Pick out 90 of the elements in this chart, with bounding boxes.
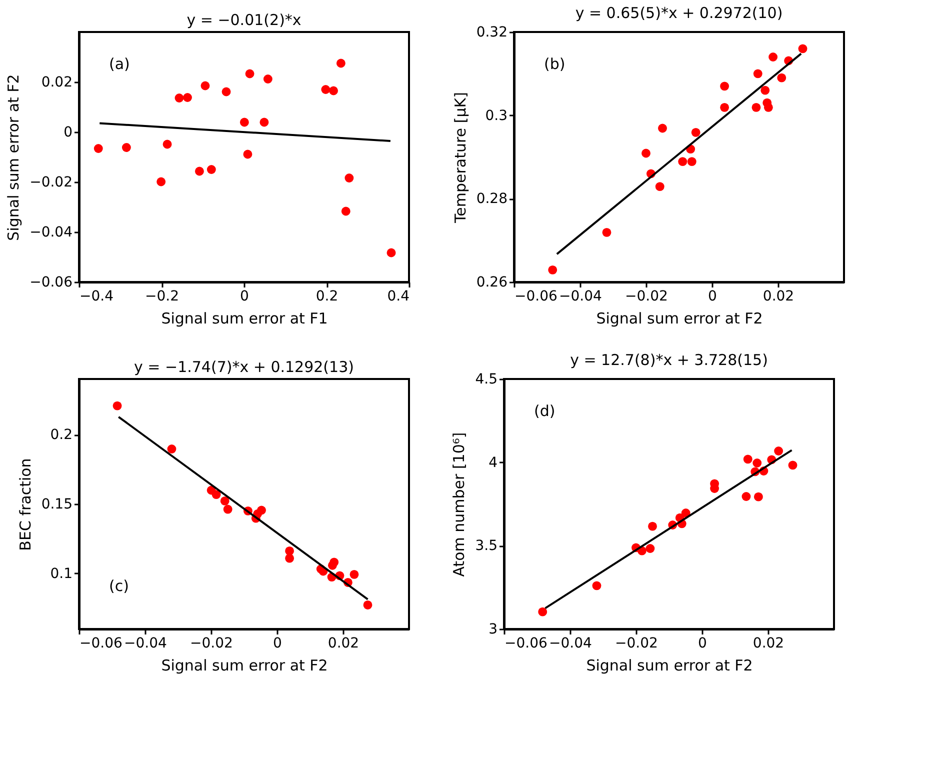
x-axis-title: Signal sum error at F2 (161, 656, 328, 674)
point (330, 558, 339, 567)
point (752, 458, 762, 468)
annotation: (b) (544, 55, 566, 73)
point (220, 496, 230, 506)
y-tick-label: 0.3 (485, 108, 508, 124)
y-tick-label: −0.02 (30, 174, 72, 190)
x-tick-label: −0.04 (124, 636, 168, 652)
x-tick-label: −0.2 (145, 288, 179, 304)
y-tick-label: 0.02 (41, 74, 72, 90)
x-tick-label: 0.02 (328, 636, 360, 652)
x-tick-label: 0 (273, 636, 282, 652)
point (691, 128, 700, 137)
point (602, 228, 612, 237)
y-tick-label: 0.28 (476, 191, 508, 208)
annotation: (a) (109, 55, 130, 73)
point (681, 508, 690, 518)
point (720, 102, 730, 112)
x-tick-label: 0 (240, 288, 249, 304)
point (285, 546, 294, 556)
annotation: (d) (534, 402, 556, 420)
point (642, 148, 650, 158)
x-tick-label: 0.02 (752, 636, 784, 652)
x-tick-label: −0.06 (80, 636, 122, 652)
x-tick-label: −0.04 (559, 288, 602, 304)
chart-title: y = 0.65(5)*x + 0.2972(10) (575, 4, 783, 22)
point (257, 506, 266, 515)
point (798, 44, 808, 54)
point (754, 492, 763, 502)
point (720, 82, 730, 91)
y-tick-label: −0.06 (30, 274, 73, 290)
point (112, 401, 122, 410)
y-axis-title: Signal sum error at F2 (4, 74, 23, 241)
y-tick-label: 0.1 (50, 566, 72, 582)
x-tick-label: −0.04 (549, 636, 592, 652)
point (788, 460, 798, 470)
point (768, 52, 778, 62)
y-tick-label: −0.04 (30, 224, 73, 240)
point (658, 124, 667, 133)
point (285, 554, 294, 563)
x-tick-label: 0.02 (762, 288, 794, 304)
point (646, 544, 655, 553)
x-axis-title: Signal sum error at F1 (161, 310, 328, 328)
point (223, 504, 232, 514)
y-axis-title: BEC fraction (16, 458, 34, 551)
point (753, 69, 762, 78)
y-tick-label: 0.26 (476, 274, 508, 290)
y-tick-label: 0.2 (50, 427, 72, 444)
point (648, 522, 657, 531)
y-tick-label: 0 (64, 124, 72, 140)
x-tick-label: 0.2 (316, 288, 338, 304)
point (363, 600, 372, 610)
point (774, 446, 784, 456)
y-axis-title: Atom number [10⁶] (450, 432, 468, 577)
x-tick-label: 0.4 (387, 288, 410, 304)
annotation: (c) (109, 577, 129, 595)
point (777, 73, 786, 82)
point (752, 102, 761, 112)
point (655, 182, 664, 192)
x-tick-label: −0.02 (625, 288, 668, 304)
x-axis-title: Signal sum error at F2 (596, 310, 763, 328)
y-tick-label: 3 (488, 622, 498, 638)
y-tick-label: 0.32 (476, 24, 508, 40)
point (167, 444, 176, 454)
x-tick-label: −0.06 (504, 636, 548, 652)
point (592, 581, 602, 590)
point (678, 157, 688, 166)
point (742, 492, 751, 501)
point (760, 86, 770, 95)
x-tick-label: −0.06 (514, 288, 558, 304)
x-tick-label: 0 (698, 636, 707, 652)
point (538, 607, 548, 616)
y-tick-label: 4.5 (475, 372, 498, 388)
y-tick-label: 3.5 (475, 538, 498, 554)
x-tick-label: −0.02 (615, 636, 658, 652)
chart-title: y = −1.74(7)*x + 0.1292(13) (134, 358, 354, 376)
x-tick-label: −0.02 (190, 636, 233, 652)
point (212, 490, 221, 500)
x-axis-title: Signal sum error at F2 (586, 656, 753, 674)
point (687, 157, 696, 166)
point (743, 454, 752, 464)
point (350, 570, 359, 579)
x-tick-label: 0 (708, 288, 717, 304)
chart-title: y = −0.01(2)*x (186, 11, 302, 29)
y-tick-label: 4 (488, 454, 498, 471)
chart-title: y = 12.7(8)*x + 3.728(15) (570, 351, 768, 369)
y-tick-label: 0.15 (41, 496, 72, 512)
x-tick-label: −0.4 (80, 288, 114, 304)
y-axis-title: Temperature [μK] (451, 92, 470, 224)
point (548, 265, 558, 274)
